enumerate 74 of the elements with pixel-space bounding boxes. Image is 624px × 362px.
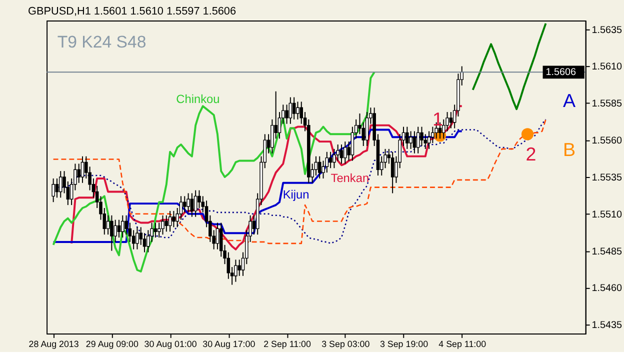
candlestick <box>365 112 369 146</box>
candlestick <box>285 104 288 124</box>
y-tick-label: 1.5485 <box>592 246 623 258</box>
ref-line-label: 1.5606 <box>546 67 577 78</box>
candlestick <box>449 112 453 129</box>
candlestick <box>332 148 336 169</box>
candlestick <box>296 101 300 120</box>
candlestick <box>55 178 59 198</box>
candlestick <box>106 214 110 236</box>
x-tick-label: 28 Aug 2013 <box>28 338 79 349</box>
y-tick-label: 1.5635 <box>592 24 623 36</box>
annotation: Kijun <box>282 187 310 202</box>
candlestick <box>412 130 416 154</box>
y-tick-label: 1.5510 <box>592 209 623 220</box>
x-tick-label: 30 Aug 01:00 <box>144 338 197 349</box>
candlestick <box>216 222 220 250</box>
candlestick <box>186 192 190 213</box>
candlestick <box>161 214 164 236</box>
candlestick <box>136 226 139 250</box>
candlestick <box>77 163 80 184</box>
candlestick <box>409 130 412 150</box>
annotation: A <box>562 90 576 111</box>
candlestick <box>172 210 176 228</box>
candlestick <box>390 151 394 194</box>
line-series <box>52 71 376 272</box>
candlestick <box>288 96 292 124</box>
candlestick <box>427 130 431 150</box>
candlestick <box>190 192 194 218</box>
x-tick-label: 30 Aug 17:00 <box>202 338 256 349</box>
candlestick <box>424 134 428 150</box>
x-tick-label: 3 Sep 03:00 <box>322 338 370 349</box>
candlestick <box>183 196 186 213</box>
candlestick <box>328 151 332 169</box>
annotation: B <box>562 139 576 160</box>
y-tick-label: 1.5610 <box>592 62 623 73</box>
candlestick <box>154 222 158 238</box>
y-tick-label: 1.5435 <box>592 320 623 332</box>
candlestick <box>344 141 347 164</box>
candlestick <box>292 96 296 120</box>
y-tick-label: 1.5535 <box>592 172 623 184</box>
candlestick <box>416 126 420 154</box>
candlestick <box>238 259 241 276</box>
candlestick <box>117 219 121 238</box>
candlestick <box>406 126 409 150</box>
x-tick-label: 29 Aug 09:00 <box>86 338 138 349</box>
y-tick-label: 1.5460 <box>592 283 623 294</box>
candlestick <box>194 190 198 218</box>
candlestick <box>110 214 114 252</box>
annotation: Chinkou <box>176 92 220 106</box>
line-series <box>472 22 547 110</box>
candlestick <box>114 219 117 242</box>
chart-title: GBPUSD,H1 1.5601 1.5610 1.5597 1.5606 <box>28 6 236 18</box>
candlestick <box>120 214 124 238</box>
candlestick <box>52 178 55 203</box>
candlestick <box>198 190 201 208</box>
candlestick <box>420 126 424 146</box>
y-tick-label: 1.5585 <box>592 98 623 110</box>
x-tick-label: 4 Sep 11:00 <box>438 338 486 349</box>
x-tick-label: 3 Sep 19:00 <box>380 338 428 349</box>
annotation: T9 K24 S48 <box>57 32 146 52</box>
candlestick <box>164 214 168 232</box>
candlestick <box>318 156 322 179</box>
candlestick <box>80 156 84 184</box>
x-tick-label: 2 Sep 11:00 <box>264 338 311 349</box>
line-series <box>70 105 463 250</box>
y-tick-label: 1.5560 <box>592 136 623 147</box>
candlestick <box>234 259 238 282</box>
candlestick <box>58 170 62 198</box>
candlestick <box>157 222 161 238</box>
annotation: 2 <box>526 144 536 165</box>
annotation: 1 <box>432 108 443 130</box>
candlestick <box>340 144 344 164</box>
candlestick <box>168 210 172 232</box>
annotation: Tenkan <box>330 170 370 185</box>
